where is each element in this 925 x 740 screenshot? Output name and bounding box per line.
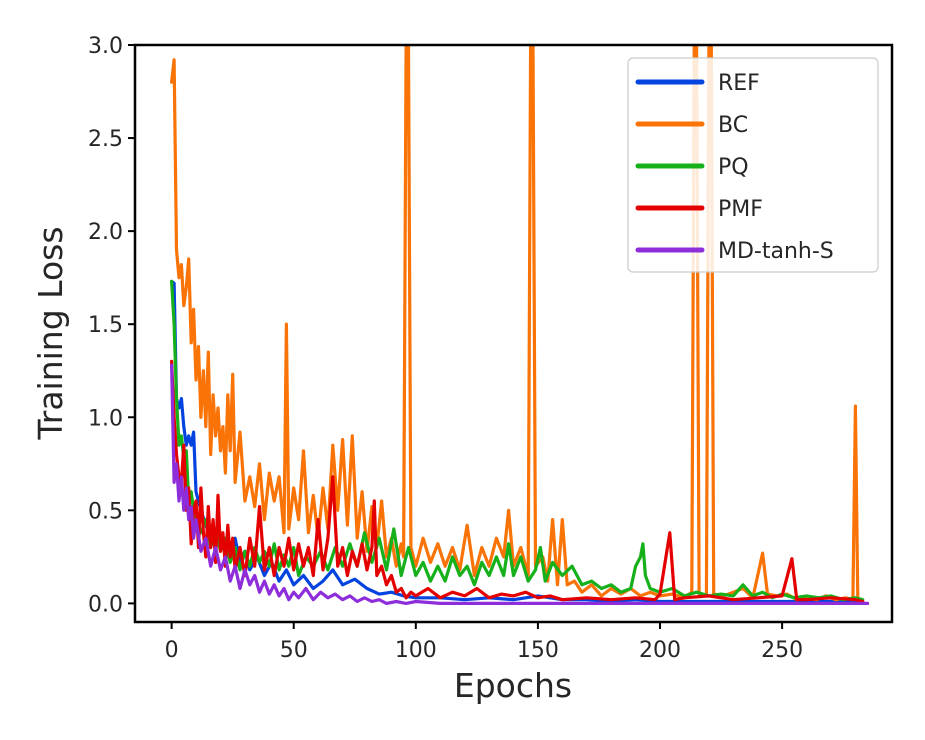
y-tick-label: 2.5: [88, 127, 123, 152]
series-line-pmf: [170, 359, 865, 604]
y-axis-title: Training Loss: [31, 226, 70, 440]
x-tick-label: 250: [761, 638, 803, 663]
x-tick-label: 0: [165, 638, 179, 663]
legend-label: PQ: [718, 155, 749, 180]
legend-box: [627, 57, 879, 273]
x-axis-title: Epochs: [454, 666, 572, 705]
legend: REF BC PQ PMF MD-tanh-S: [627, 57, 879, 273]
legend-label: REF: [718, 71, 760, 96]
legend-label: MD-tanh-S: [718, 239, 834, 264]
y-tick-label: 1.5: [88, 313, 123, 338]
series-line-md-tanh-s: [170, 363, 870, 605]
y-tick-label: 3.0: [88, 34, 123, 59]
plot-frame: [133, 43, 894, 624]
y-tick-label: 0.0: [88, 592, 123, 617]
y-axis: 0.0 0.5 1.0 1.5 2.0 2.5 3.0: [88, 34, 135, 617]
x-axis: 0 50 100 150 200 250: [165, 622, 803, 663]
y-tick-label: 1.0: [88, 406, 123, 431]
y-tick-label: 2.0: [88, 220, 123, 245]
legend-label: BC: [718, 113, 748, 138]
y-tick-label: 0.5: [88, 499, 123, 524]
series-line-pq: [170, 279, 865, 602]
x-tick-label: 100: [395, 638, 437, 663]
x-tick-label: 50: [280, 638, 308, 663]
series-layer: [170, 45, 870, 605]
legend-label: PMF: [718, 197, 763, 222]
x-tick-label: 150: [517, 638, 559, 663]
x-tick-label: 200: [639, 638, 681, 663]
